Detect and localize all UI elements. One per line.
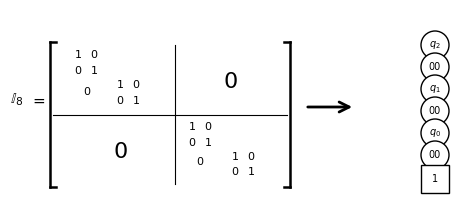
Circle shape xyxy=(421,75,449,103)
Text: $=$: $=$ xyxy=(30,93,46,108)
Circle shape xyxy=(421,141,449,169)
Text: 0: 0 xyxy=(189,138,195,148)
Text: 00: 00 xyxy=(429,150,441,160)
Text: 0: 0 xyxy=(231,167,238,177)
Circle shape xyxy=(421,119,449,147)
Text: $q_2$: $q_2$ xyxy=(429,39,441,51)
Circle shape xyxy=(421,97,449,125)
Text: 0: 0 xyxy=(91,50,98,60)
Circle shape xyxy=(421,53,449,81)
Text: 0: 0 xyxy=(133,80,139,90)
Text: 1: 1 xyxy=(189,122,195,132)
Text: $q_1$: $q_1$ xyxy=(429,83,441,95)
Text: $0$: $0$ xyxy=(223,72,237,92)
Text: 0: 0 xyxy=(204,122,211,132)
Circle shape xyxy=(421,31,449,59)
Text: 1: 1 xyxy=(204,138,211,148)
Text: 0: 0 xyxy=(83,87,91,97)
Text: 0: 0 xyxy=(247,152,255,162)
Text: $q_0$: $q_0$ xyxy=(429,127,441,139)
Text: 0: 0 xyxy=(117,96,124,106)
FancyBboxPatch shape xyxy=(421,165,449,193)
Text: 1: 1 xyxy=(231,152,238,162)
Text: 00: 00 xyxy=(429,106,441,116)
Text: 1: 1 xyxy=(91,66,98,76)
Text: 1: 1 xyxy=(133,96,139,106)
Text: 0: 0 xyxy=(197,157,203,167)
Text: $0$: $0$ xyxy=(113,142,128,162)
Text: 1: 1 xyxy=(247,167,255,177)
Text: 1: 1 xyxy=(117,80,124,90)
Text: 1: 1 xyxy=(74,50,82,60)
Text: 00: 00 xyxy=(429,62,441,72)
Text: 1: 1 xyxy=(432,174,438,184)
Text: 0: 0 xyxy=(74,66,82,76)
Text: $\mathbb{I}_8$: $\mathbb{I}_8$ xyxy=(10,92,23,108)
